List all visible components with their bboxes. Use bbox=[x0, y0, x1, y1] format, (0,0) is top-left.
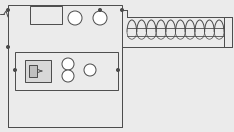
Circle shape bbox=[117, 69, 119, 71]
Circle shape bbox=[7, 9, 9, 11]
Circle shape bbox=[99, 9, 101, 11]
Bar bbox=[30, 6, 62, 24]
Circle shape bbox=[84, 64, 96, 76]
Bar bbox=[224, 17, 232, 47]
Circle shape bbox=[62, 70, 74, 82]
Circle shape bbox=[68, 11, 82, 25]
Bar bbox=[8, 5, 122, 127]
Circle shape bbox=[14, 69, 16, 71]
Bar bbox=[29, 65, 37, 77]
Circle shape bbox=[93, 11, 107, 25]
Bar bbox=[15, 52, 118, 90]
Bar bbox=[25, 60, 51, 82]
Circle shape bbox=[7, 46, 9, 48]
Circle shape bbox=[121, 9, 123, 11]
Circle shape bbox=[62, 58, 74, 70]
